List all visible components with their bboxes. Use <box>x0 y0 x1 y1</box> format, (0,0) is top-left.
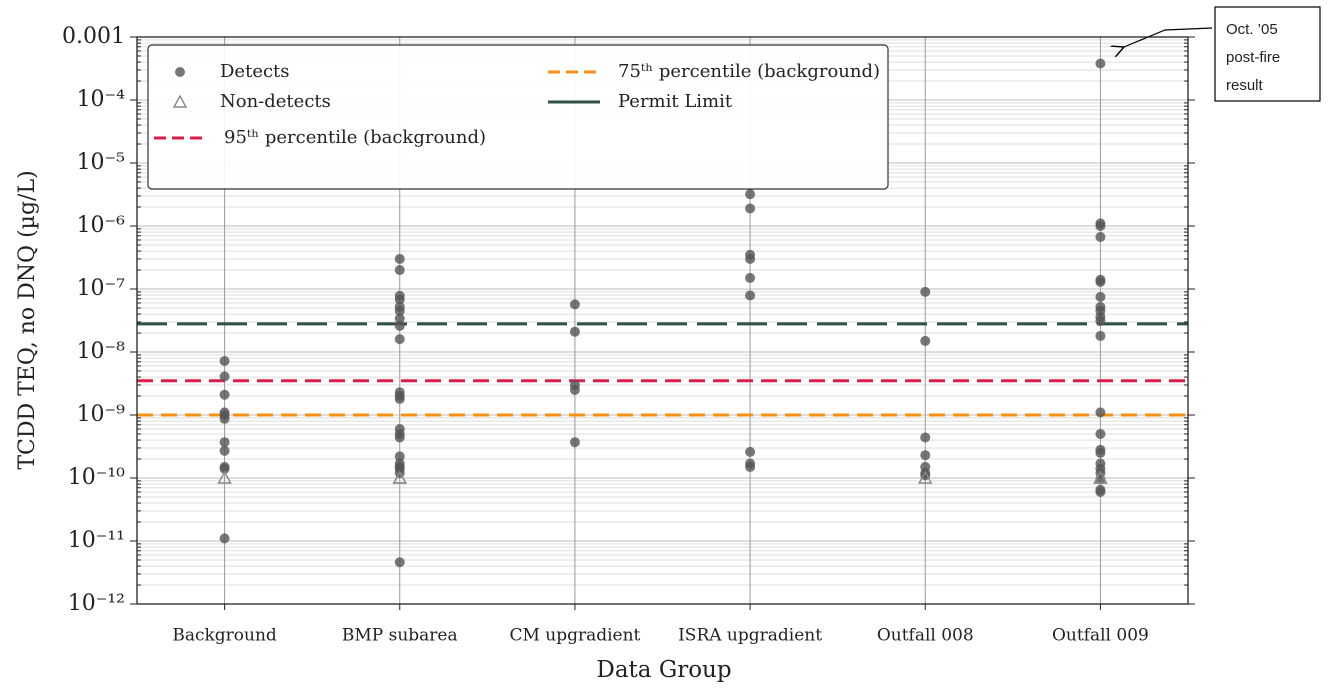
y-tick-label: 10⁻⁵ <box>77 150 125 175</box>
detect-marker <box>920 432 931 443</box>
legend-label: 75ᵗʰ percentile (background) <box>618 61 880 82</box>
detect-marker <box>1095 221 1106 231</box>
detect-marker <box>1095 276 1106 287</box>
detect-marker <box>394 334 405 345</box>
detect-marker <box>745 446 756 457</box>
detect-marker <box>569 384 580 395</box>
legend-marker <box>175 67 185 77</box>
legend: Detects Non-detects 95ᵗʰ percentile (backg… <box>147 44 889 190</box>
plot-frame <box>136 36 1189 605</box>
detect-marker <box>219 463 230 474</box>
y-tick-label: 10⁻⁹ <box>77 402 126 427</box>
plot <box>137 58 1188 568</box>
detect-marker <box>394 557 405 568</box>
legend-box <box>147 44 889 190</box>
x-tick-label: CM upgradient <box>509 626 640 646</box>
y-axis-label: TCDD TEQ, no DNQ (µg/L) <box>15 170 40 469</box>
detect-marker <box>219 413 230 424</box>
y-tick-label: 10⁻⁶ <box>77 213 126 238</box>
detect-marker <box>920 286 931 297</box>
detect-marker <box>569 326 580 337</box>
detect-marker <box>219 389 230 400</box>
detect-marker <box>219 445 230 456</box>
detect-marker <box>394 432 405 443</box>
x-tick-label: Background <box>172 626 277 646</box>
legend-label: Detects <box>220 61 290 82</box>
detect-marker <box>1095 316 1106 327</box>
detect-marker <box>394 305 405 316</box>
detect-marker <box>920 335 931 346</box>
detect-marker <box>394 393 405 404</box>
y-tick-label: 10⁻⁸ <box>77 339 126 364</box>
non-detect-marker <box>1093 470 1108 484</box>
legend-label: Permit Limit <box>618 91 733 112</box>
detect-marker <box>1095 486 1106 497</box>
y-tick-label: 10⁻⁴ <box>77 87 126 112</box>
x-tick-label: Outfall 008 <box>877 626 974 646</box>
detect-marker <box>745 189 756 200</box>
detect-marker <box>1095 447 1106 458</box>
y-tick-label: 10⁻⁷ <box>77 276 126 301</box>
detect-marker <box>1095 231 1106 242</box>
y-tick-label: 10⁻¹⁰ <box>68 465 125 490</box>
non-detect-marker <box>918 470 933 484</box>
detect-marker <box>394 294 405 305</box>
y-tick-label: 10⁻¹² <box>68 591 125 616</box>
y-tick-label: 10⁻¹¹ <box>68 528 125 553</box>
annotation-text: Oct. ’05 <box>1226 21 1278 38</box>
legend-marker <box>172 94 188 108</box>
annotation-box <box>1214 6 1321 102</box>
x-tick-label: Outfall 009 <box>1052 626 1149 646</box>
detect-marker <box>219 371 230 382</box>
detect-marker <box>394 313 405 324</box>
detect-marker <box>219 533 230 544</box>
x-axis-label: Data Group <box>596 657 731 683</box>
detect-marker <box>1095 291 1106 302</box>
detect-marker <box>1095 407 1106 418</box>
detect-marker <box>394 451 405 462</box>
non-detect-marker <box>392 470 407 484</box>
annotation-text: result <box>1226 77 1264 94</box>
annotation-text: post-fire <box>1226 49 1280 66</box>
annotation-arrow <box>1124 27 1213 47</box>
detect-marker <box>1095 330 1106 341</box>
x-tick-label: BMP subarea <box>342 626 458 646</box>
detect-marker <box>394 265 405 276</box>
detect-marker <box>745 290 756 301</box>
x-tick-label: ISRA upgradient <box>678 626 822 646</box>
legend-label: 95ᵗʰ percentile (background) <box>224 127 486 148</box>
legend-label: Non-detects <box>220 91 331 112</box>
detect-marker <box>920 450 931 461</box>
detect-marker <box>745 272 756 283</box>
detect-marker <box>745 203 756 214</box>
detect-marker <box>745 253 756 264</box>
detect-marker <box>394 320 405 331</box>
annotation: Oct. ’05 post-fire result <box>1124 6 1321 102</box>
detect-marker <box>394 253 405 264</box>
detect-marker <box>569 437 580 448</box>
detect-marker <box>219 355 230 366</box>
detect-marker <box>1095 58 1106 69</box>
detect-marker <box>219 437 230 448</box>
detect-marker <box>569 299 580 310</box>
y-tick-label: 0.001 <box>62 24 125 49</box>
non-detect-marker <box>217 470 232 484</box>
detect-marker <box>745 461 756 472</box>
detect-marker <box>1095 428 1106 439</box>
